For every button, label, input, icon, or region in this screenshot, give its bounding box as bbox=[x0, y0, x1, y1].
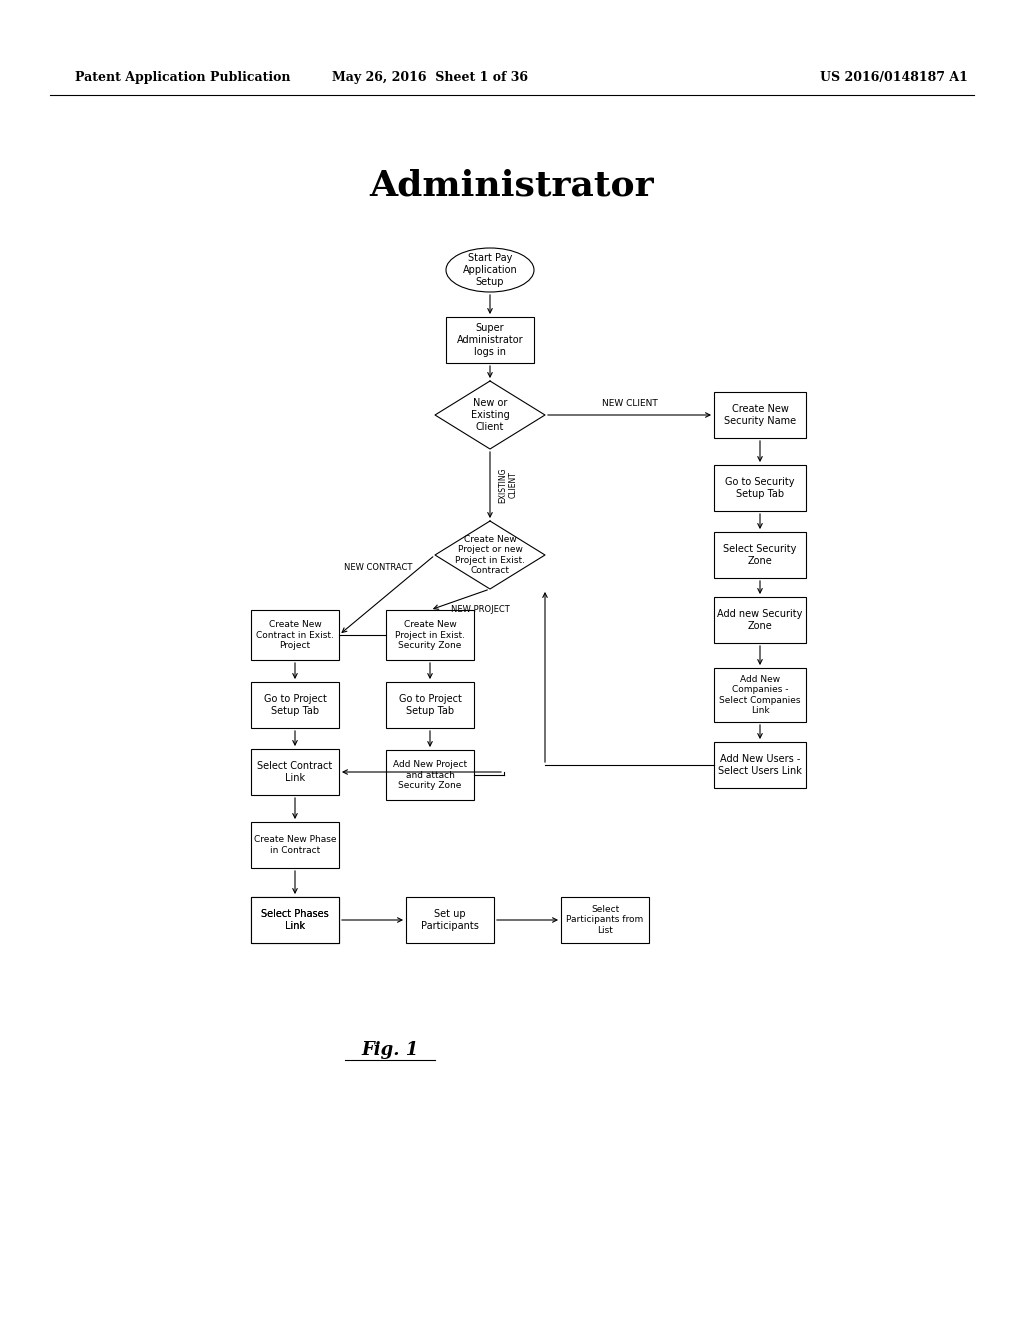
FancyBboxPatch shape bbox=[386, 682, 474, 729]
Text: US 2016/0148187 A1: US 2016/0148187 A1 bbox=[820, 71, 968, 84]
Text: Administrator: Administrator bbox=[370, 168, 654, 202]
Text: Add New Project
and attach
Security Zone: Add New Project and attach Security Zone bbox=[393, 760, 467, 789]
Text: Go to Project
Setup Tab: Go to Project Setup Tab bbox=[263, 694, 327, 715]
FancyBboxPatch shape bbox=[406, 898, 494, 942]
FancyBboxPatch shape bbox=[251, 748, 339, 795]
FancyBboxPatch shape bbox=[386, 610, 474, 660]
Text: Create New
Security Name: Create New Security Name bbox=[724, 404, 796, 426]
Text: Super
Administrator
logs in: Super Administrator logs in bbox=[457, 323, 523, 356]
FancyBboxPatch shape bbox=[561, 898, 649, 942]
Text: Fig. 1: Fig. 1 bbox=[361, 1041, 419, 1059]
Polygon shape bbox=[435, 521, 545, 589]
FancyBboxPatch shape bbox=[251, 682, 339, 729]
Text: NEW CONTRACT: NEW CONTRACT bbox=[344, 562, 413, 572]
FancyBboxPatch shape bbox=[714, 668, 806, 722]
Text: Start Pay
Application
Setup: Start Pay Application Setup bbox=[463, 253, 517, 286]
FancyBboxPatch shape bbox=[446, 317, 534, 363]
Text: Create New Phase
in Contract: Create New Phase in Contract bbox=[254, 836, 336, 855]
FancyBboxPatch shape bbox=[251, 822, 339, 869]
Text: EXISTING
CLIENT: EXISTING CLIENT bbox=[499, 467, 518, 503]
Text: Patent Application Publication: Patent Application Publication bbox=[75, 71, 291, 84]
Text: New or
Existing
Client: New or Existing Client bbox=[471, 399, 509, 432]
Ellipse shape bbox=[446, 248, 534, 292]
FancyBboxPatch shape bbox=[714, 532, 806, 578]
FancyBboxPatch shape bbox=[714, 742, 806, 788]
Text: Add New
Companies -
Select Companies
Link: Add New Companies - Select Companies Lin… bbox=[719, 675, 801, 715]
FancyBboxPatch shape bbox=[714, 597, 806, 643]
FancyBboxPatch shape bbox=[386, 750, 474, 800]
Polygon shape bbox=[435, 381, 545, 449]
Text: NEW CLIENT: NEW CLIENT bbox=[602, 399, 657, 408]
Text: Select
Participants from
List: Select Participants from List bbox=[566, 906, 644, 935]
Text: May 26, 2016  Sheet 1 of 36: May 26, 2016 Sheet 1 of 36 bbox=[332, 71, 528, 84]
Text: Select Phases
Link: Select Phases Link bbox=[261, 909, 329, 931]
Text: Add New Users -
Select Users Link: Add New Users - Select Users Link bbox=[718, 754, 802, 776]
Text: NEW PROJECT: NEW PROJECT bbox=[451, 605, 509, 614]
FancyBboxPatch shape bbox=[714, 465, 806, 511]
Text: Create New
Project in Exist.
Security Zone: Create New Project in Exist. Security Zo… bbox=[395, 620, 465, 649]
FancyBboxPatch shape bbox=[714, 392, 806, 438]
FancyBboxPatch shape bbox=[251, 898, 339, 942]
Text: Go to Project
Setup Tab: Go to Project Setup Tab bbox=[398, 694, 462, 715]
FancyBboxPatch shape bbox=[251, 610, 339, 660]
Text: Go to Security
Setup Tab: Go to Security Setup Tab bbox=[725, 478, 795, 499]
Text: Create New
Contract in Exist.
Project: Create New Contract in Exist. Project bbox=[256, 620, 334, 649]
FancyBboxPatch shape bbox=[251, 898, 339, 942]
Text: Add new Security
Zone: Add new Security Zone bbox=[718, 610, 803, 631]
Text: Create New
Project or new
Project in Exist.
Contract: Create New Project or new Project in Exi… bbox=[455, 535, 525, 576]
Text: Set up
Participants: Set up Participants bbox=[421, 909, 479, 931]
Text: Select Contract
Link: Select Contract Link bbox=[257, 762, 333, 783]
Text: Select Security
Zone: Select Security Zone bbox=[723, 544, 797, 566]
Text: Select Phases
Link: Select Phases Link bbox=[261, 909, 329, 931]
